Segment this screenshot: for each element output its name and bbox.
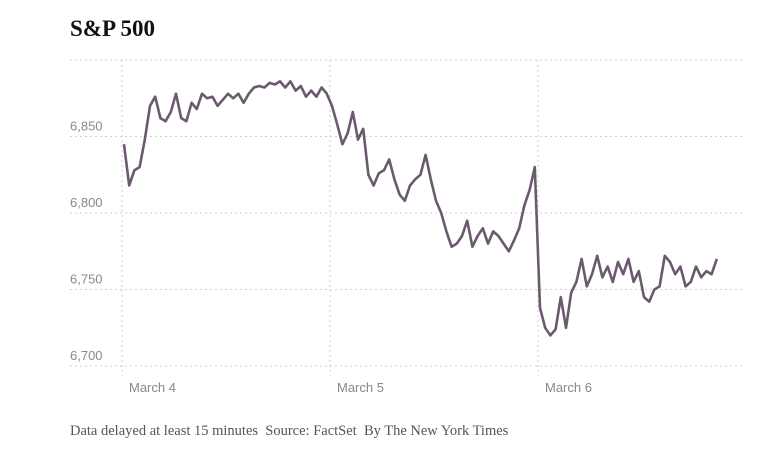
footnote: Data delayed at least 15 minutes Source:… (70, 423, 509, 439)
y-tick-label: 6,700 (70, 348, 103, 363)
x-tick-label: March 4 (129, 380, 176, 395)
y-tick-label: 6,800 (70, 195, 103, 210)
y-tick-label: 6,850 (70, 119, 103, 134)
chart-title: S&P 500 (70, 16, 155, 41)
price-line (122, 80, 719, 337)
y-tick-label: 6,750 (70, 272, 103, 287)
x-tick-label: March 6 (545, 380, 592, 395)
x-tick-label: March 5 (337, 380, 384, 395)
